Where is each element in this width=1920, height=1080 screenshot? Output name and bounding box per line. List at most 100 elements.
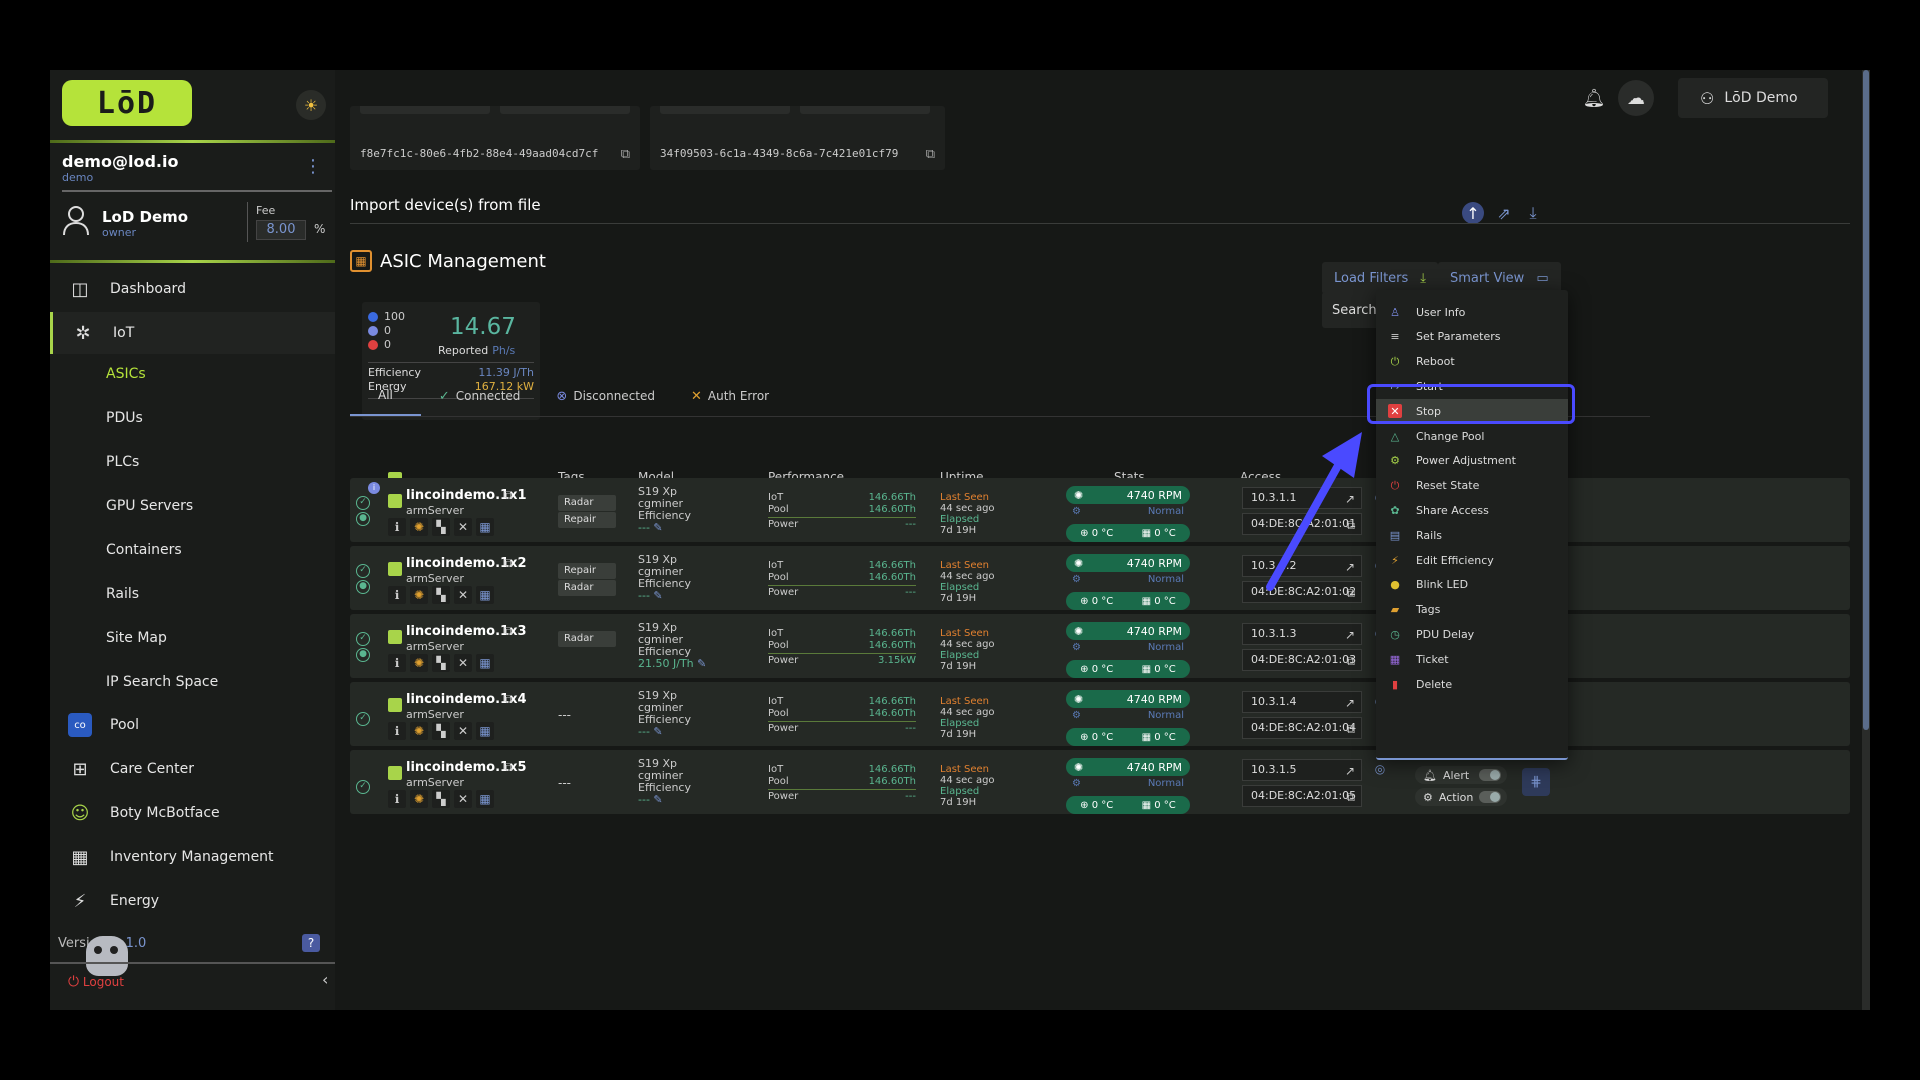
smart-view-button[interactable]: Smart View ▭ <box>1438 262 1561 294</box>
toggle-switch[interactable] <box>1479 791 1501 803</box>
calendar-icon[interactable]: ▦ <box>476 518 494 536</box>
bell-icon[interactable]: 🔔︎ <box>1582 87 1606 109</box>
row-checkbox[interactable] <box>388 698 402 712</box>
tools-icon[interactable]: ✕ <box>454 586 472 604</box>
copy-icon[interactable]: ⧉ <box>504 760 513 774</box>
edit-icon[interactable]: ✎ <box>653 725 663 738</box>
layout-icon[interactable]: ▚ <box>432 790 450 808</box>
device-name[interactable]: lincoindemo.1x5 <box>406 760 527 775</box>
tab-auth-error[interactable]: ✕ Auth Error <box>673 376 787 416</box>
tag-chip[interactable]: Repair <box>558 563 616 579</box>
nav-iot[interactable]: ✲ IoT <box>50 312 335 354</box>
download-icon[interactable]: ⤓ <box>1529 203 1537 222</box>
copy-icon[interactable]: ⧉ <box>1346 790 1355 804</box>
menu-item-power-adjustment[interactable]: ⚙ Power Adjustment <box>1376 449 1568 473</box>
fan-icon[interactable]: ✺ <box>410 790 428 808</box>
fan-icon[interactable]: ✺ <box>410 586 428 604</box>
external-link-icon[interactable]: ↗ <box>1344 628 1355 642</box>
tools-icon[interactable]: ✕ <box>454 654 472 672</box>
nav-asics[interactable]: ASICs <box>106 366 146 382</box>
calendar-icon[interactable]: ▦ <box>476 654 494 672</box>
calendar-icon[interactable]: ▦ <box>476 586 494 604</box>
nav-inventory[interactable]: ▦ Inventory Management <box>50 836 335 878</box>
edit-icon[interactable]: ✎ <box>697 657 707 670</box>
layout-icon[interactable]: ▚ <box>432 722 450 740</box>
tab-connected[interactable]: ✓ Connected <box>421 376 539 416</box>
copy-icon[interactable]: ⧉ <box>620 147 630 162</box>
nav-rails[interactable]: Rails <box>106 586 140 602</box>
load-filters-button[interactable]: Load Filters ⤓ <box>1322 262 1439 294</box>
mac-address-field[interactable]: 04:DE:8C:A2:01:05 ⧉ <box>1242 785 1362 807</box>
nav-dashboard[interactable]: ◫ Dashboard <box>50 268 335 310</box>
nav-boty[interactable]: ☺ Boty McBotface <box>50 792 335 834</box>
copy-icon[interactable]: ⧉ <box>1346 654 1355 668</box>
table-row[interactable]: ✓ ● lincoindemo.1x2 ⧉ armServer ℹ ✺ ▚ ✕ … <box>350 546 1850 610</box>
ip-address-field[interactable]: 10.3.1.3 ↗ <box>1242 623 1362 645</box>
nav-energy[interactable]: ⚡ Energy <box>50 880 335 922</box>
device-name[interactable]: lincoindemo.1x3 <box>406 624 527 639</box>
menu-item-delete[interactable]: ▮ Delete <box>1376 672 1568 696</box>
alert-toggle[interactable]: 🔔︎ Alert <box>1415 766 1507 784</box>
tag-chip[interactable]: Radar <box>558 631 616 647</box>
copy-icon[interactable]: ⧉ <box>504 488 513 502</box>
fan-icon[interactable]: ✺ <box>410 654 428 672</box>
menu-item-share-access[interactable]: ✿ Share Access <box>1376 498 1568 522</box>
action-toggle[interactable]: ⚙ Action <box>1415 788 1507 806</box>
fee-input[interactable]: 8.00 <box>256 220 306 240</box>
table-row[interactable]: ✓ ● lincoindemo.1x1 ⧉ armServer ℹ ✺ ▚ ✕ … <box>350 478 1850 542</box>
tag-chip[interactable]: Radar <box>558 580 616 596</box>
collapse-sidebar-icon[interactable]: ‹ <box>322 970 329 989</box>
ip-address-field[interactable]: 10.3.1.5 ↗ <box>1242 759 1362 781</box>
help-icon[interactable]: ? <box>302 934 320 952</box>
layout-icon[interactable]: ▚ <box>432 586 450 604</box>
fan-icon[interactable]: ✺ <box>410 518 428 536</box>
device-name[interactable]: lincoindemo.1x1 <box>406 488 527 503</box>
tag-chip[interactable]: Radar <box>558 495 616 511</box>
edit-icon[interactable]: ✎ <box>653 521 663 534</box>
copy-icon[interactable]: ⧉ <box>1346 722 1355 736</box>
mac-address-field[interactable]: 04:DE:8C:A2:01:03 ⧉ <box>1242 649 1362 671</box>
menu-item-blink-led[interactable]: ● Blink LED <box>1376 573 1568 597</box>
logout-button[interactable]: ⏻ Logout <box>68 974 124 990</box>
info-icon[interactable]: ℹ <box>388 518 406 536</box>
row-checkbox[interactable] <box>388 562 402 576</box>
copy-icon[interactable]: ⧉ <box>504 692 513 706</box>
copy-icon[interactable]: ⧉ <box>1346 586 1355 600</box>
nav-care-center[interactable]: ⊞ Care Center <box>50 748 335 790</box>
info-icon[interactable]: ℹ <box>388 722 406 740</box>
copy-icon[interactable]: ⧉ <box>504 624 513 638</box>
tools-icon[interactable]: ✕ <box>454 790 472 808</box>
row-settings-button[interactable]: ⋕ <box>1522 768 1550 796</box>
fan-icon[interactable]: ✺ <box>410 722 428 740</box>
device-name[interactable]: lincoindemo.1x2 <box>406 556 527 571</box>
table-row[interactable]: ✓ lincoindemo.1x4 ⧉ armServer ℹ ✺ ▚ ✕ ▦ … <box>350 682 1850 746</box>
menu-item-edit-efficiency[interactable]: ⚡ Edit Efficiency <box>1376 548 1568 572</box>
layout-icon[interactable]: ▚ <box>432 654 450 672</box>
upload-icon[interactable]: ↑ <box>1462 202 1484 224</box>
copy-icon[interactable]: ⧉ <box>1346 518 1355 532</box>
tools-icon[interactable]: ✕ <box>454 722 472 740</box>
fingerprint-icon[interactable]: ◎ <box>1374 762 1386 776</box>
external-link-icon[interactable]: ↗ <box>1344 696 1355 710</box>
menu-item-user-info[interactable]: ♙ User Info <box>1376 300 1568 324</box>
nav-pdus[interactable]: PDUs <box>106 410 143 426</box>
nav-plcs[interactable]: PLCs <box>106 454 140 470</box>
nav-gpu-servers[interactable]: GPU Servers <box>106 498 194 514</box>
scrollbar-thumb[interactable] <box>1863 70 1869 730</box>
menu-item-rails[interactable]: ▤ Rails <box>1376 523 1568 547</box>
tag-chip[interactable]: Repair <box>558 512 616 528</box>
tools-icon[interactable]: ✕ <box>454 518 472 536</box>
menu-item-reboot[interactable]: ⏻ Reboot <box>1376 350 1568 374</box>
ip-address-field[interactable]: 10.3.1.4 ↗ <box>1242 691 1362 713</box>
robot-mascot-icon[interactable] <box>86 936 128 976</box>
nav-site-map[interactable]: Site Map <box>106 630 167 646</box>
vertical-scrollbar[interactable] <box>1862 70 1870 1010</box>
toggle-switch[interactable] <box>1479 769 1501 781</box>
menu-item-ticket[interactable]: ▦ Ticket <box>1376 647 1568 671</box>
tab-disconnected[interactable]: ⊗ Disconnected <box>538 376 673 416</box>
external-link-icon[interactable]: ↗ <box>1344 560 1355 574</box>
external-link-icon[interactable]: ↗ <box>1344 764 1355 778</box>
user-menu-button[interactable]: ⚇ LōD Demo <box>1678 78 1828 118</box>
tab-all[interactable]: All <box>350 376 421 416</box>
copy-icon[interactable]: ⧉ <box>504 556 513 570</box>
